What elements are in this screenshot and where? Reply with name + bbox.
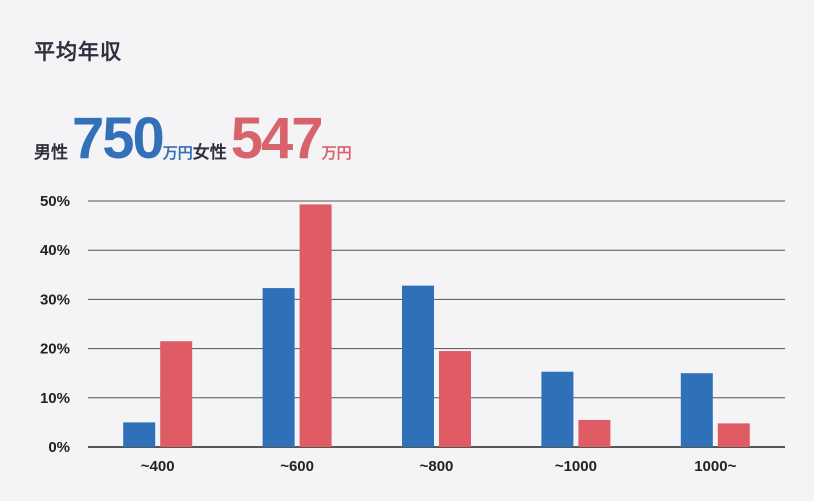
average-income-summary: 男性 750 万円 女性 547 万円 [34, 108, 352, 170]
bar-female [299, 204, 332, 447]
x-tick-label: ~600 [280, 458, 314, 475]
female-average-value: 547 [230, 106, 324, 171]
bar-male [541, 371, 574, 447]
male-label: 男性 [34, 143, 68, 163]
bar-female [160, 341, 193, 447]
y-tick-label: 10% [40, 390, 70, 407]
chart-title: 平均年収 [34, 40, 122, 64]
y-tick-label: 20% [40, 341, 70, 358]
female-label: 女性 [192, 143, 227, 163]
x-tick-label: ~400 [141, 458, 175, 475]
bar-male [123, 422, 156, 447]
y-tick-label: 0% [48, 439, 70, 456]
bar-male [402, 285, 434, 447]
male-average-value: 750 [72, 106, 165, 171]
male-average-unit: 万円 [162, 144, 193, 162]
x-tick-label: 1000~ [694, 458, 736, 475]
x-tick-label: ~800 [420, 458, 454, 475]
y-tick-label: 40% [40, 242, 70, 259]
y-tick-label: 30% [40, 291, 70, 308]
bar-male [262, 288, 295, 447]
bar-female [717, 423, 750, 447]
bar-female [578, 419, 611, 447]
y-tick-label: 50% [40, 193, 70, 210]
x-tick-label: ~1000 [555, 458, 597, 475]
female-average-unit: 万円 [321, 144, 352, 162]
bar-female [439, 351, 471, 447]
bar-male [680, 373, 713, 447]
